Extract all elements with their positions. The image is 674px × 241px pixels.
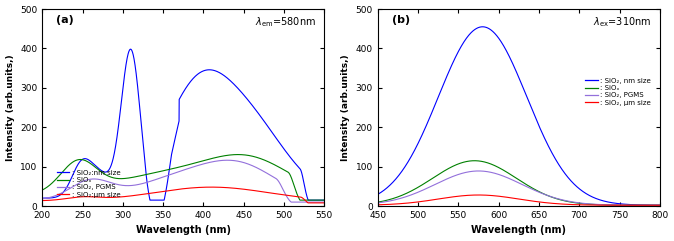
Y-axis label: Intensity (arb.units,): Intensity (arb.units,): [5, 54, 15, 161]
Y-axis label: Intensity (arb.units,): Intensity (arb.units,): [341, 54, 350, 161]
Text: (b): (b): [392, 15, 410, 25]
Text: $\lambda_{\mathregular{em}}$=580nm: $\lambda_{\mathregular{em}}$=580nm: [255, 15, 315, 29]
Legend: : SiO₂, nm size, : SiOₓ, : SiO₂, PGMS, : SiO₂, μm size: : SiO₂, nm size, : SiOₓ, : SiO₂, PGMS, :…: [582, 75, 654, 109]
Text: $\lambda_{\mathregular{ex}}$=310nm: $\lambda_{\mathregular{ex}}$=310nm: [593, 15, 651, 29]
Text: (a): (a): [57, 15, 74, 25]
X-axis label: Wavelength (nm): Wavelength (nm): [471, 225, 566, 235]
Legend: : SiO₂:nm size, : SiOₓ, : SiO₂, PGMS, : SiO₂:μm size: : SiO₂:nm size, : SiOₓ, : SiO₂, PGMS, : …: [54, 167, 123, 201]
X-axis label: Wavelength (nm): Wavelength (nm): [135, 225, 231, 235]
